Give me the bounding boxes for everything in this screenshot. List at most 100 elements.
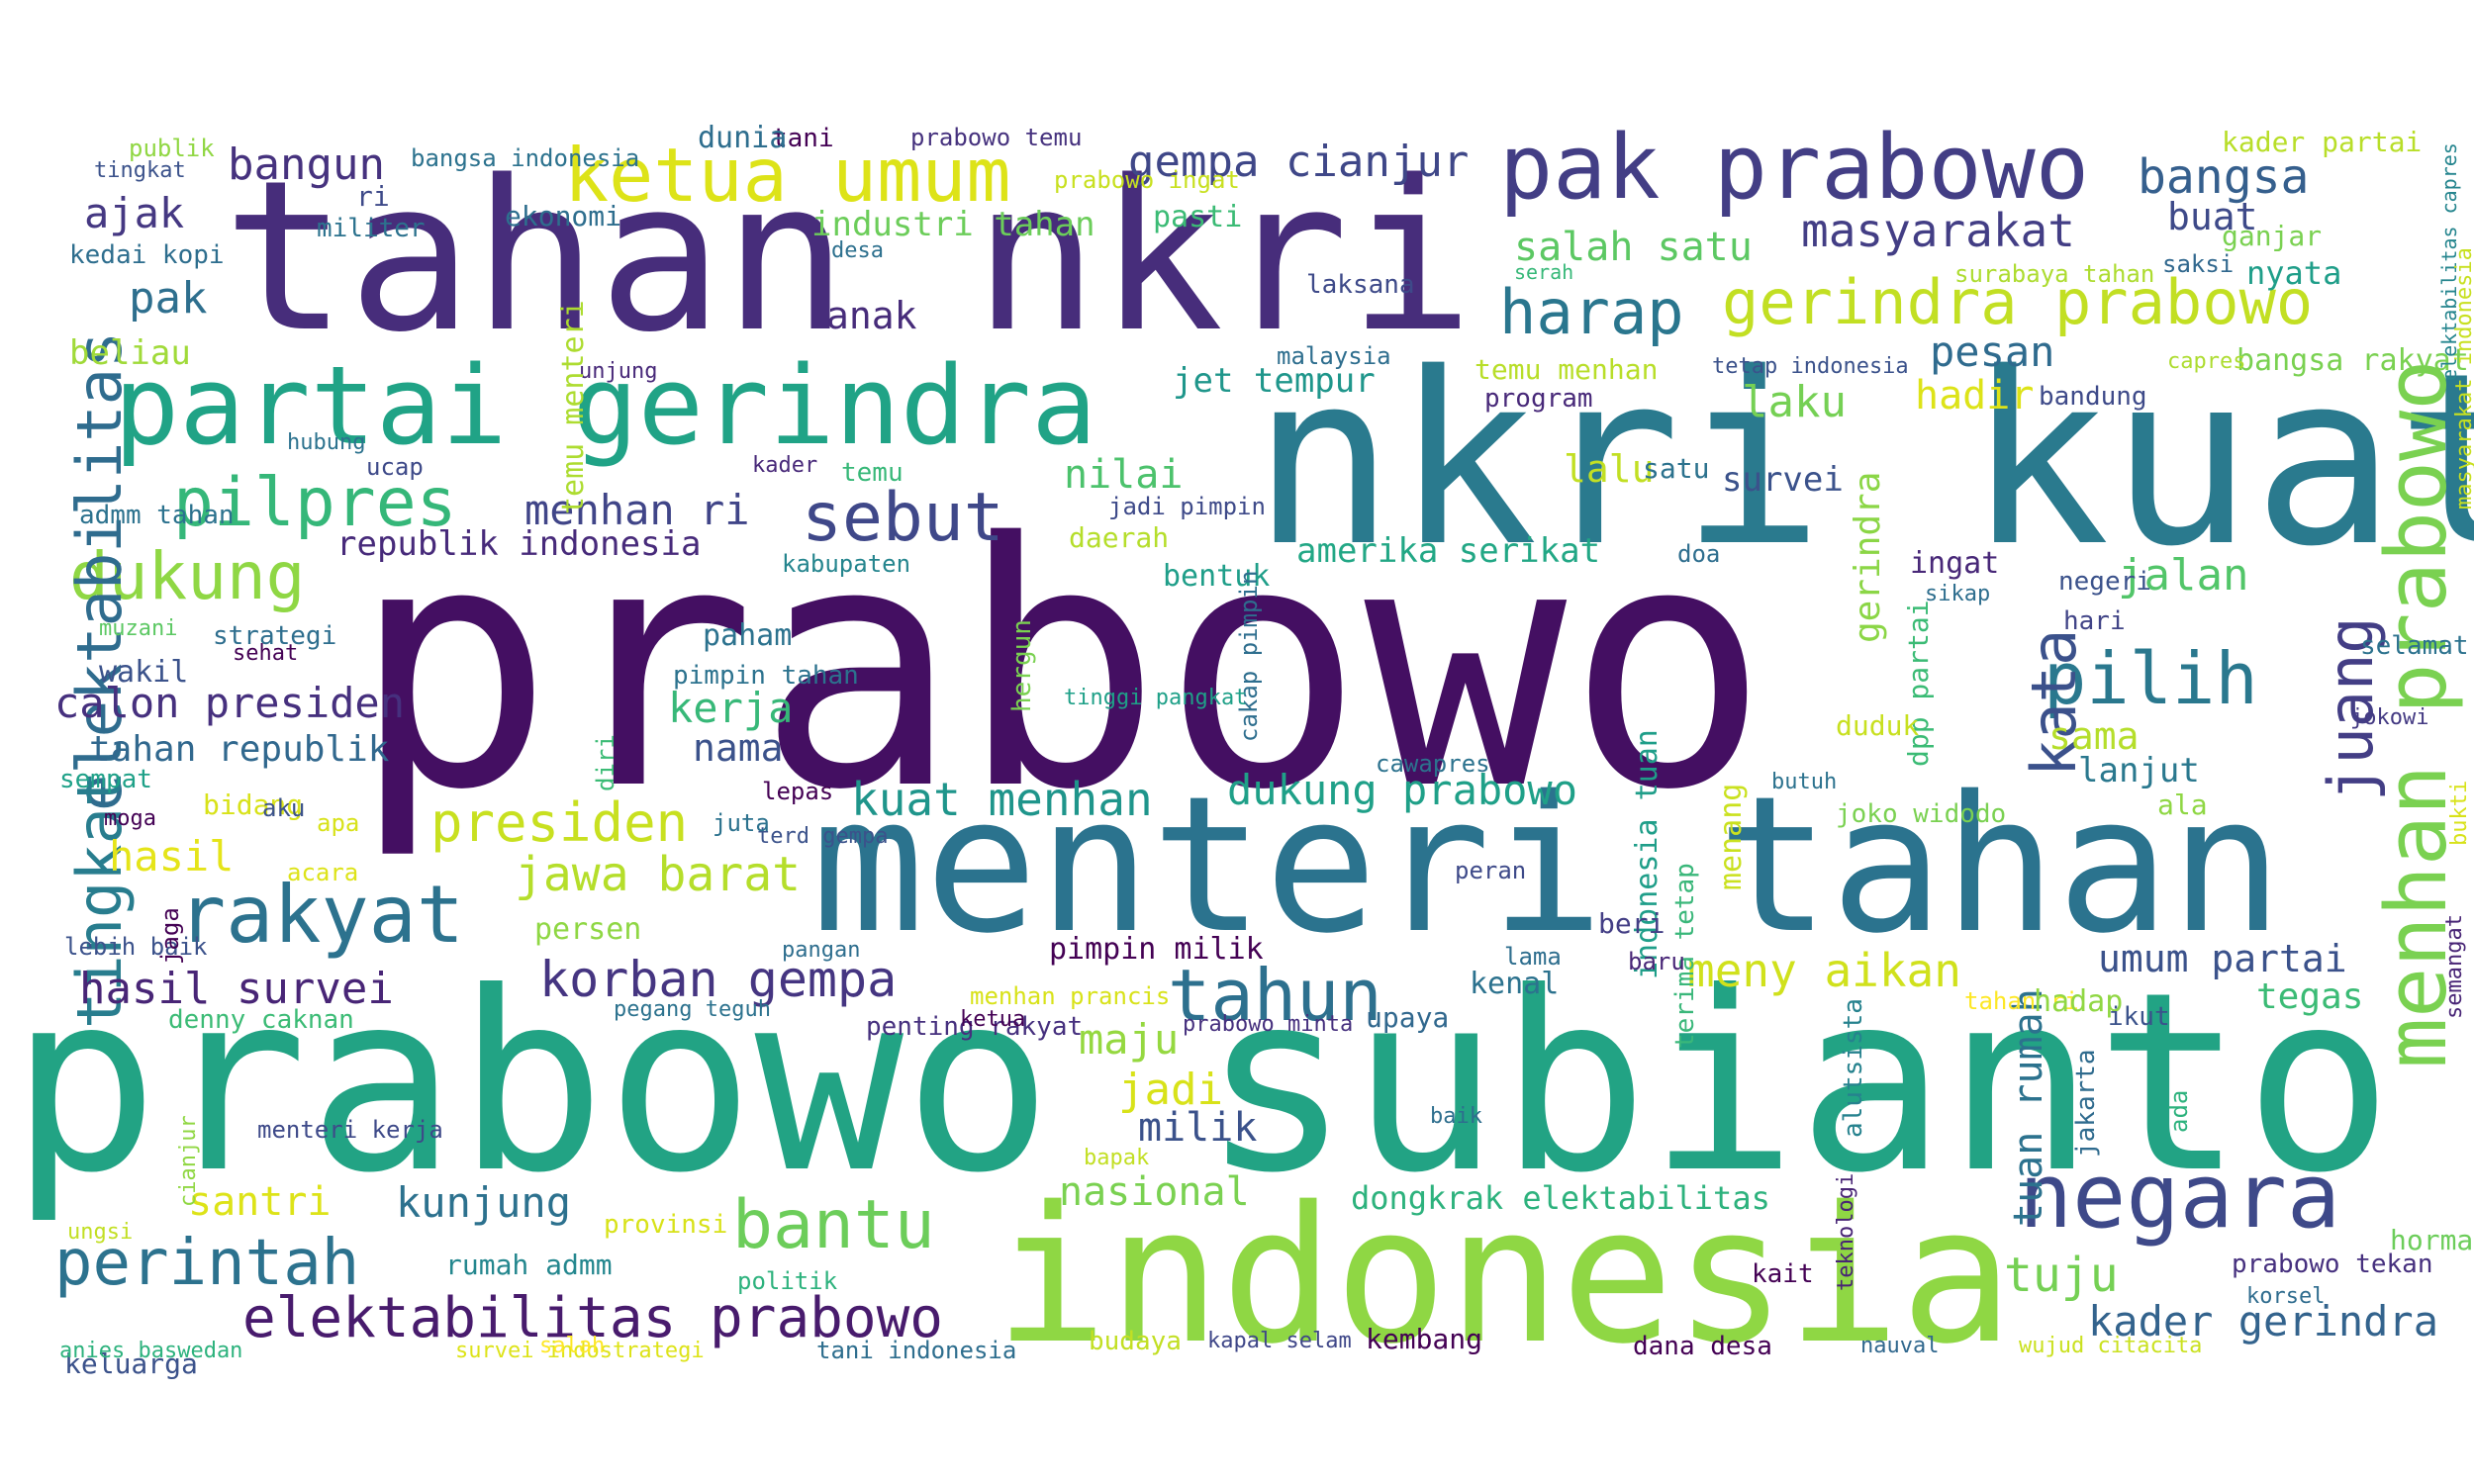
word-tani: tani xyxy=(772,124,834,153)
word-tetap-indonesia: tetap indonesia xyxy=(1712,354,1909,379)
word-kader: kader xyxy=(752,453,818,478)
word-prabowo-tekan: prabowo tekan xyxy=(2232,1250,2433,1279)
word-kembang: kembang xyxy=(1366,1323,1483,1355)
word-cakap-pimpin: cakap pimpin xyxy=(1235,570,1263,742)
word-program: program xyxy=(1484,384,1593,414)
word-budaya: budaya xyxy=(1089,1327,1182,1356)
word-serah: serah xyxy=(1514,260,1574,284)
word-korban-gempa: korban gempa xyxy=(539,951,898,1008)
word-kabupaten: kabupaten xyxy=(782,550,911,578)
word-pasti: pasti xyxy=(1153,200,1243,234)
word-politik: politik xyxy=(737,1267,838,1295)
word-doa: doa xyxy=(1677,540,1721,568)
word-laksana: laksana xyxy=(1306,270,1415,300)
word-kader-partai: kader partai xyxy=(2222,126,2423,158)
word-kapal-selam: kapal selam xyxy=(1207,1329,1352,1353)
word-pimpin-milik: pimpin milik xyxy=(1049,932,1264,967)
word-satu: satu xyxy=(1643,452,1710,485)
word-surabaya-tahan: surabaya tahan xyxy=(1954,260,2155,288)
word-diri: diri xyxy=(592,734,619,791)
word-jokowi: jokowi xyxy=(2350,705,2429,730)
word-bentuk: bentuk xyxy=(1163,559,1271,594)
word-bandung: bandung xyxy=(2039,382,2147,412)
word-jalan: jalan xyxy=(2118,550,2249,601)
word-jet-tempur: jet tempur xyxy=(1173,361,1376,401)
word-negara: negara xyxy=(2019,1145,2341,1249)
word-ala: ala xyxy=(2157,788,2208,821)
word-kunjung: kunjung xyxy=(396,1178,572,1227)
word-anak: anak xyxy=(826,294,917,337)
word-denny-caknan: denny caknan xyxy=(168,1005,354,1035)
word-lebih-baik: lebih baik xyxy=(64,933,208,961)
word-unjung: unjung xyxy=(579,359,658,384)
word-jadi-pimpin: jadi pimpin xyxy=(1108,493,1266,520)
word-sama: sama xyxy=(2048,714,2140,758)
word-dukung-prabowo: dukung prabowo xyxy=(1227,766,1578,814)
word-apa: apa xyxy=(317,809,360,837)
word-jaga: jaga xyxy=(156,907,184,965)
word-salah-satu: salah satu xyxy=(1514,225,1753,270)
word-pesan: pesan xyxy=(1930,327,2055,376)
word-nasional: nasional xyxy=(1059,1169,1250,1215)
word-hormat: hormat xyxy=(2390,1224,2474,1256)
word-menhan-prancis: menhan prancis xyxy=(970,982,1171,1010)
word-militer: militer xyxy=(317,214,426,243)
word-temu-menhan: temu menhan xyxy=(1475,353,1659,386)
word-sempat: sempat xyxy=(59,765,152,794)
word-malaysia: malaysia xyxy=(1277,342,1391,370)
word-teknologi: teknologi xyxy=(1834,1172,1858,1291)
word-republik-indonesia: republik indonesia xyxy=(336,524,702,564)
word-masyarakat-indonesia: masyarakat indonesia xyxy=(2452,247,2474,510)
word-tuan-rumah: tuan rumah xyxy=(2006,988,2051,1227)
word-ketua: ketua xyxy=(960,1007,1026,1032)
word-lama: lama xyxy=(1504,943,1562,971)
word-butuh: butuh xyxy=(1771,770,1838,794)
word-gerindra-prabowo: gerindra prabowo xyxy=(1722,266,2314,338)
word-korsel: korsel xyxy=(2246,1284,2326,1309)
word-keluarga: keluarga xyxy=(64,1347,198,1380)
word-tegas: tegas xyxy=(2256,976,2364,1017)
word-rumah-admm: rumah admm xyxy=(445,1249,613,1281)
word-saksi: saksi xyxy=(2162,250,2235,278)
word-prabowo-minta: prabowo minta xyxy=(1183,1012,1354,1037)
word-prabowo-ingat: prabowo ingat xyxy=(1054,166,1240,194)
word-nama: nama xyxy=(693,726,784,770)
word-ungsi: ungsi xyxy=(67,1220,134,1245)
word-jadi: jadi xyxy=(1118,1065,1223,1115)
word-joko-widodo: joko widodo xyxy=(1836,799,2007,829)
word-maju: maju xyxy=(1079,1015,1180,1064)
word-baru: baru xyxy=(1628,948,1685,975)
word-prabowo-temu: prabowo temu xyxy=(910,124,1083,151)
word-hasil-survei: hasil survei xyxy=(79,964,394,1014)
word-selamat: selamat xyxy=(2360,631,2469,661)
word-admm-tahan: admm tahan xyxy=(79,501,235,530)
word-moga: moga xyxy=(104,806,156,831)
word-peran: peran xyxy=(1455,857,1527,884)
word-ri: ri xyxy=(356,180,390,213)
word-prabowo-subianto: prabowo subianto xyxy=(10,939,2394,1227)
word-pak: pak xyxy=(129,273,208,324)
word-ganjar: ganjar xyxy=(2222,220,2323,252)
word-bukti: bukti xyxy=(2447,780,2472,846)
word-ikut: ikut xyxy=(2108,1002,2170,1032)
word-kader-gerindra: kader gerindra xyxy=(2088,1297,2439,1345)
word-tahan-ri: tahan ri xyxy=(1964,987,2079,1015)
word-presiden: presiden xyxy=(430,791,689,854)
word-pimpin-tahan: pimpin tahan xyxy=(673,661,859,691)
word-gerindra: gerindra xyxy=(1848,471,1888,643)
word-publik: publik xyxy=(129,135,215,162)
word-anies-baswedan: anies baswedan xyxy=(59,1339,243,1363)
word-daerah: daerah xyxy=(1069,521,1170,554)
word-santri: santri xyxy=(188,1179,332,1225)
word-nkri-kuat: nkri kuat xyxy=(1252,322,2474,599)
word-jawa-barat: jawa barat xyxy=(515,847,801,902)
word-bantu: bantu xyxy=(732,1186,935,1264)
word-indonesia-tuan: indonesia tuan xyxy=(1630,729,1665,979)
word-prabowo: prabowo xyxy=(351,472,1769,864)
word-industri-tahan: industri tahan xyxy=(811,205,1095,244)
word-indonesia: indonesia xyxy=(995,1166,2014,1385)
word-menteri-kerja: menteri kerja xyxy=(257,1116,443,1144)
word-upaya: upaya xyxy=(1366,1001,1450,1034)
word-dongkrak-elektabilitas: dongkrak elektabilitas xyxy=(1351,1179,1770,1217)
